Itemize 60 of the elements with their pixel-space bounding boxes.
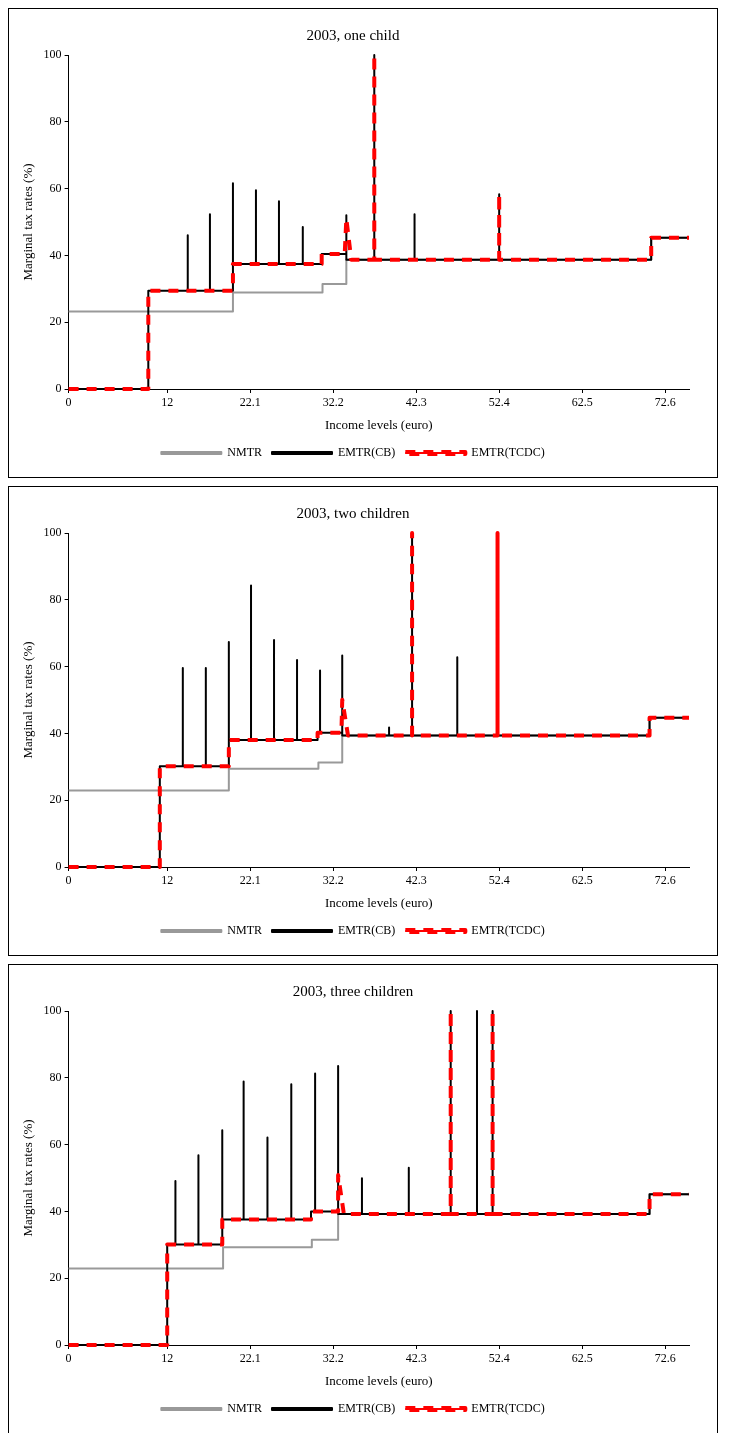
x-tick-label: 42.3 bbox=[405, 1351, 427, 1366]
x-axis-title: Income levels (euro) bbox=[325, 416, 433, 432]
x-tick-label: 62.5 bbox=[571, 395, 593, 410]
x-tick-label: 32.2 bbox=[322, 1351, 344, 1366]
y-tick-label: 20 bbox=[49, 1270, 62, 1285]
legend-label: EMTR(CB) bbox=[338, 1401, 396, 1416]
x-tick-label: 72.6 bbox=[654, 395, 676, 410]
chart-title: 2003, one child bbox=[306, 26, 400, 43]
x-tick-label: 62.5 bbox=[571, 873, 593, 888]
x-tick-label: 52.4 bbox=[488, 395, 510, 410]
chart-title: 2003, three children bbox=[292, 982, 414, 999]
y-tick-label: 20 bbox=[49, 314, 62, 329]
legend-label: EMTR(TCDC) bbox=[471, 923, 545, 938]
x-tick-label: 32.2 bbox=[322, 395, 344, 410]
y-tick-label: 20 bbox=[49, 792, 62, 807]
legend-label: NMTR bbox=[227, 1401, 262, 1416]
y-tick-label: 60 bbox=[49, 658, 62, 673]
x-tick-label: 52.4 bbox=[488, 1351, 510, 1366]
x-axis-title: Income levels (euro) bbox=[325, 894, 433, 910]
x-tick-label: 0 bbox=[65, 873, 72, 888]
y-tick-label: 40 bbox=[49, 247, 62, 262]
legend-label: EMTR(CB) bbox=[338, 923, 396, 938]
x-tick-label: 72.6 bbox=[654, 873, 676, 888]
x-tick-label: 72.6 bbox=[654, 1351, 676, 1366]
x-tick-label: 22.1 bbox=[239, 1351, 261, 1366]
x-tick-label: 12 bbox=[161, 1351, 174, 1366]
y-tick-label: 100 bbox=[43, 525, 62, 540]
legend-label: NMTR bbox=[227, 445, 262, 460]
chart-title: 2003, two children bbox=[296, 504, 410, 521]
y-tick-label: 100 bbox=[43, 47, 62, 62]
x-tick-label: 0 bbox=[65, 1351, 72, 1366]
y-tick-label: 60 bbox=[49, 180, 62, 195]
legend-label: EMTR(TCDC) bbox=[471, 1401, 545, 1416]
legend-label: EMTR(CB) bbox=[338, 445, 396, 460]
y-tick-label: 0 bbox=[55, 1337, 62, 1352]
x-tick-label: 52.4 bbox=[488, 873, 510, 888]
x-tick-label: 12 bbox=[161, 395, 174, 410]
x-tick-label: 12 bbox=[161, 873, 174, 888]
x-tick-label: 42.3 bbox=[405, 395, 427, 410]
x-tick-label: 22.1 bbox=[239, 873, 261, 888]
y-tick-label: 40 bbox=[49, 725, 62, 740]
legend-label: NMTR bbox=[227, 923, 262, 938]
legend-label: EMTR(TCDC) bbox=[471, 445, 545, 460]
x-tick-label: 42.3 bbox=[405, 873, 427, 888]
y-tick-label: 80 bbox=[49, 591, 62, 606]
y-axis-title: Marginal tax rates (%) bbox=[20, 1119, 36, 1237]
y-tick-label: 60 bbox=[49, 1136, 62, 1151]
y-axis-title: Marginal tax rates (%) bbox=[20, 641, 36, 759]
y-axis-title: Marginal tax rates (%) bbox=[20, 163, 36, 281]
y-tick-label: 80 bbox=[49, 113, 62, 128]
y-tick-label: 80 bbox=[49, 1069, 62, 1084]
y-tick-label: 100 bbox=[43, 1003, 62, 1018]
y-tick-label: 40 bbox=[49, 1203, 62, 1218]
x-tick-label: 32.2 bbox=[322, 873, 344, 888]
x-axis-title: Income levels (euro) bbox=[325, 1372, 433, 1388]
y-tick-label: 0 bbox=[55, 859, 62, 874]
x-tick-label: 22.1 bbox=[239, 395, 261, 410]
y-tick-label: 0 bbox=[55, 381, 62, 396]
x-tick-label: 62.5 bbox=[571, 1351, 593, 1366]
x-tick-label: 0 bbox=[65, 395, 72, 410]
